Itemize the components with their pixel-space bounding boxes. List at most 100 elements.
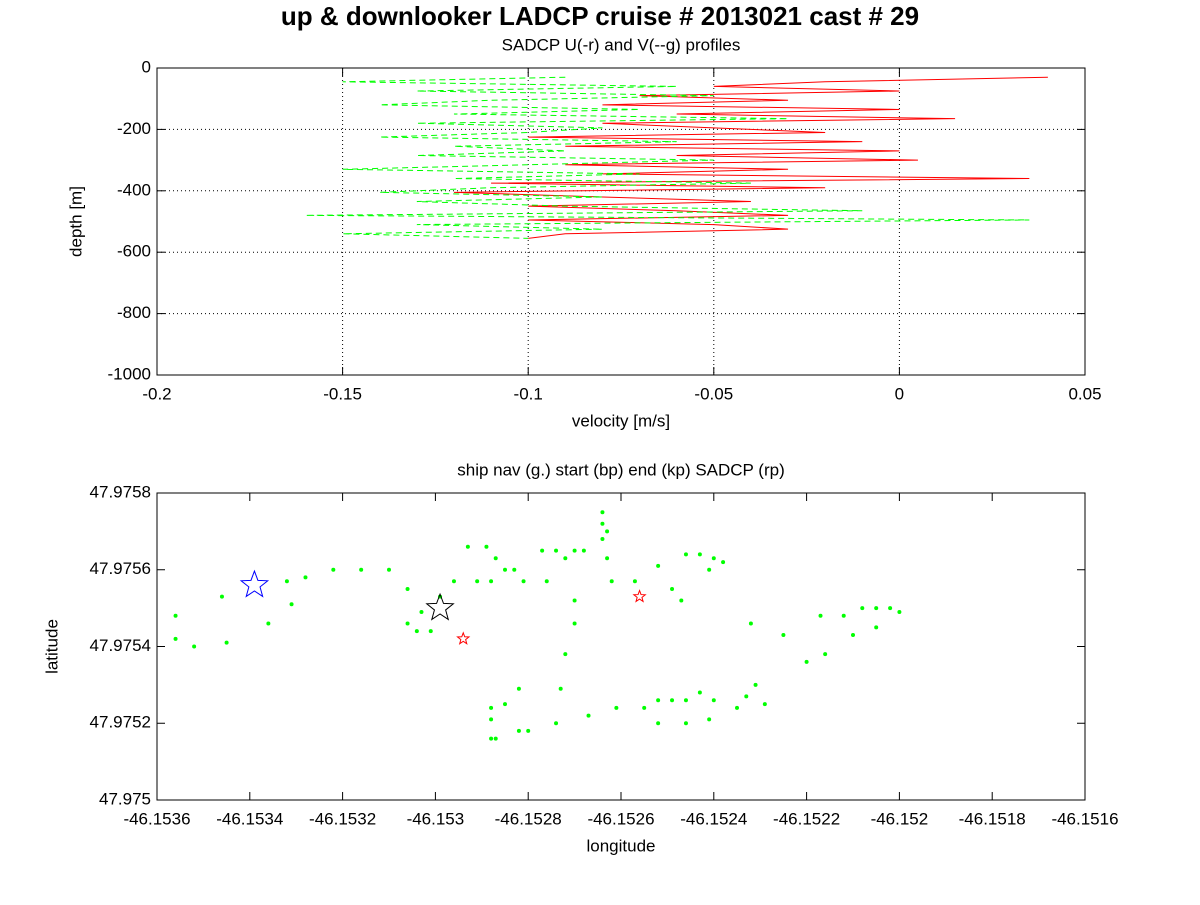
nav-point — [192, 644, 197, 649]
x-tick-label: -46.1536 — [123, 809, 190, 828]
nav-point — [605, 556, 610, 561]
nav-point — [303, 575, 308, 580]
nav-point — [465, 544, 470, 549]
nav-point — [697, 690, 702, 695]
y-tick-label: -800 — [117, 303, 151, 322]
nav-point — [484, 544, 489, 549]
nav-point — [451, 579, 456, 584]
nav-point — [387, 567, 391, 572]
nav-point — [860, 606, 865, 611]
y-axis-label: latitude — [42, 619, 61, 674]
nav-point — [219, 594, 224, 599]
nav-point — [493, 736, 498, 741]
nav-point — [656, 563, 661, 568]
profile-line — [453, 76, 1048, 239]
x-axis-label: longitude — [586, 836, 655, 855]
star-marker — [239, 569, 270, 598]
x-tick-label: -46.1524 — [680, 809, 747, 828]
y-tick-label: -200 — [117, 119, 151, 138]
x-tick-label: -46.152 — [871, 809, 929, 828]
x-tick-label: -46.1534 — [216, 809, 283, 828]
plot-area — [157, 493, 1085, 800]
y-tick-label: 47.975 — [99, 789, 151, 808]
y-tick-label: -1000 — [108, 364, 151, 383]
nav-point — [554, 548, 559, 553]
chart-title: SADCP U(-r) and V(--g) profiles — [502, 35, 741, 54]
nav-point — [656, 721, 661, 726]
y-axis-label: depth [m] — [66, 186, 85, 257]
x-tick-label: -0.05 — [694, 384, 733, 403]
nav-point — [670, 586, 675, 591]
x-tick-label: -0.15 — [323, 384, 362, 403]
nav-point — [489, 579, 494, 584]
nav-point — [888, 606, 893, 611]
nav-point — [670, 698, 675, 703]
nav-point — [503, 567, 507, 572]
x-tick-label: -0.1 — [514, 384, 543, 403]
nav-point — [563, 652, 568, 657]
nav-point — [804, 659, 809, 664]
y-tick-label: 47.9754 — [90, 636, 151, 655]
x-tick-label: -46.1528 — [495, 809, 562, 828]
x-tick-label: -46.153 — [407, 809, 465, 828]
x-tick-label: -46.1518 — [959, 809, 1026, 828]
y-tick-label: -400 — [117, 180, 151, 199]
nav-point — [512, 567, 517, 572]
nav-point — [683, 552, 688, 557]
nav-point — [721, 560, 726, 565]
nav-point — [540, 548, 545, 553]
nav-point — [284, 579, 289, 584]
nav-point — [503, 702, 507, 707]
nav-point — [173, 636, 178, 641]
nav-point — [224, 640, 229, 645]
nav-point — [735, 705, 739, 710]
y-tick-label: 0 — [142, 57, 151, 76]
nav-point — [600, 521, 605, 526]
nav-point — [609, 579, 614, 584]
nav-point — [632, 579, 637, 584]
x-tick-label: 0 — [895, 384, 904, 403]
nav-point — [405, 621, 410, 626]
nav-point — [600, 510, 605, 515]
nav-point — [572, 598, 577, 603]
nav-point — [581, 548, 586, 553]
nav-point — [516, 728, 521, 733]
nav-point — [600, 537, 605, 542]
nav-point — [748, 621, 753, 626]
figure-title: up & downlooker LADCP cruise # 2013021 c… — [281, 1, 919, 31]
nav-point — [753, 682, 758, 687]
nav-point — [489, 705, 494, 710]
nav-point — [414, 629, 419, 634]
nav-point — [516, 686, 521, 691]
nav-point — [521, 579, 526, 584]
nav-point — [614, 705, 619, 710]
nav-point — [683, 721, 688, 726]
nav-point — [874, 606, 879, 611]
nav-point — [359, 567, 364, 572]
axes-frame — [156, 67, 1086, 376]
x-tick-label: -46.1522 — [773, 809, 840, 828]
x-tick-label: 0.05 — [1068, 384, 1101, 403]
chart-title: ship nav (g.) start (bp) end (kp) SADCP … — [457, 460, 785, 479]
nav-point — [823, 652, 828, 657]
x-tick-label: -46.1532 — [309, 809, 376, 828]
nav-point — [544, 579, 549, 584]
nav-point — [572, 621, 577, 626]
nav-point — [781, 632, 786, 637]
profile-line — [305, 76, 1030, 239]
axes-frame — [156, 492, 1086, 801]
x-axis-label: velocity [m/s] — [572, 411, 670, 430]
nav-point — [874, 625, 879, 630]
nav-point — [558, 686, 563, 691]
nav-point — [818, 613, 823, 618]
nav-point — [683, 698, 688, 703]
nav-point — [851, 632, 855, 637]
nav-point — [711, 556, 716, 561]
nav-point — [475, 579, 480, 584]
star-marker — [425, 592, 455, 621]
nav-point — [744, 694, 749, 699]
nav-point — [711, 698, 716, 703]
y-tick-label: -600 — [117, 242, 151, 261]
